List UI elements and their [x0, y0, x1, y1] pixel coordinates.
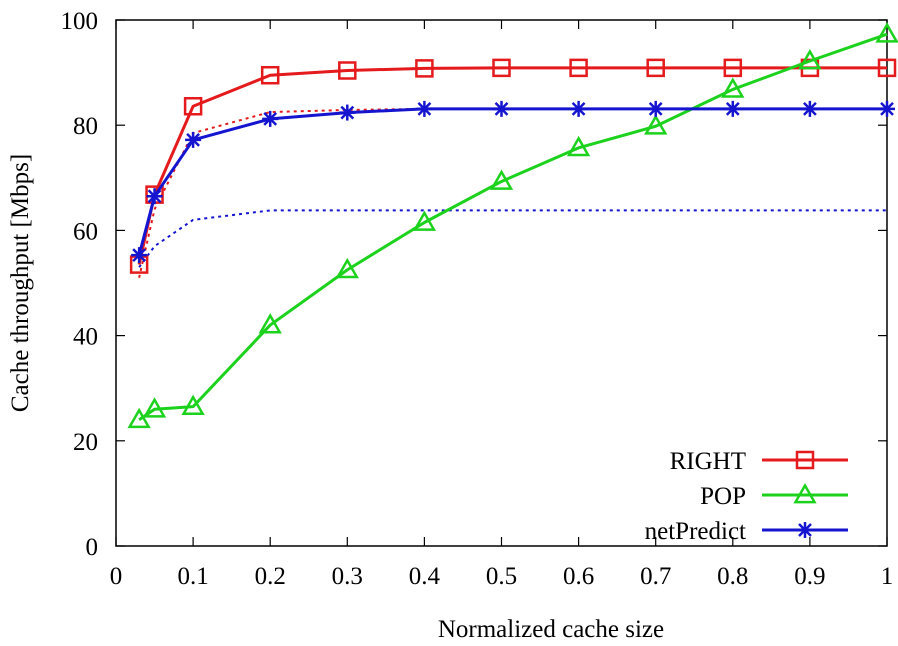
- y-tick-label: 60: [73, 218, 98, 245]
- x-tick-label: 1: [881, 563, 894, 590]
- y-tick-label: 80: [73, 113, 98, 140]
- data-point-pop: [335, 257, 359, 279]
- data-point-right: [338, 61, 357, 80]
- data-point-right: [492, 58, 511, 78]
- y-tick-label: 0: [86, 534, 99, 561]
- series-line-right: [137, 66, 887, 265]
- x-tick-label: 0.2: [255, 563, 286, 590]
- data-point-netpredict: [493, 100, 510, 117]
- data-point-pop: [798, 49, 822, 70]
- series-layer: [127, 22, 898, 429]
- data-point-right: [569, 58, 588, 78]
- plot-frame: [115, 19, 888, 547]
- x-axis-label: Normalized cache size: [438, 616, 664, 643]
- x-tick-label: 0.6: [563, 563, 594, 590]
- series-line-pop: [138, 32, 888, 421]
- y-tick-label: 100: [61, 8, 99, 35]
- reference-line: [138, 209, 887, 268]
- series-line-netpredict: [137, 107, 887, 256]
- x-tick-label: 0.9: [794, 563, 825, 590]
- data-point-netpredict: [724, 100, 741, 117]
- data-point-netpredict: [339, 104, 356, 121]
- legend-label-right: RIGHT: [670, 448, 746, 475]
- data-point-pop: [127, 407, 151, 429]
- data-point-right: [723, 58, 743, 78]
- x-tick-label: 0.5: [486, 563, 517, 590]
- x-tick-label: 0.8: [717, 563, 748, 590]
- data-point-pop: [258, 313, 282, 334]
- data-point-right: [877, 58, 897, 78]
- data-point-pop: [644, 114, 668, 135]
- data-point-pop: [875, 22, 898, 43]
- x-tick-label: 0.4: [409, 563, 441, 590]
- data-point-netpredict: [879, 100, 895, 117]
- legend-marker-right: [795, 450, 815, 470]
- x-tick-label: 0.3: [332, 563, 363, 590]
- y-tick-label: 40: [73, 324, 98, 351]
- x-tick-label: 0.1: [177, 563, 208, 590]
- data-point-right: [183, 97, 203, 116]
- data-point-netpredict: [185, 131, 202, 148]
- data-point-netpredict: [146, 188, 163, 205]
- x-tick-label: 0: [110, 563, 123, 590]
- x-tick-label: 0.7: [640, 563, 671, 590]
- data-point-netpredict: [262, 110, 279, 127]
- legend-marker-netpredict: [797, 522, 813, 538]
- data-point-netpredict: [647, 100, 664, 117]
- data-point-right: [646, 58, 665, 78]
- data-point-pop: [181, 394, 205, 415]
- legend-label-netpredict: netPredict: [645, 518, 746, 545]
- reference-line: [138, 107, 887, 278]
- reference-lines: [138, 107, 887, 278]
- y-axis-label: Cache throughput [Mbps]: [7, 154, 34, 412]
- data-point-right: [260, 65, 280, 85]
- data-point-netpredict: [131, 247, 148, 264]
- data-point-pop: [489, 169, 514, 190]
- data-point-netpredict: [570, 100, 587, 117]
- y-tick-label: 20: [73, 429, 98, 456]
- data-point-pop: [412, 210, 437, 231]
- data-point-pop: [142, 397, 167, 418]
- data-point-pop: [566, 135, 591, 157]
- data-point-netpredict: [801, 100, 818, 117]
- legend-marker-pop: [793, 482, 817, 504]
- legend-label-pop: POP: [700, 483, 746, 510]
- data-point-right: [415, 59, 434, 78]
- data-point-netpredict: [416, 100, 433, 117]
- tick-layer: 0 0.1 0.2 0.3 0.4 0.5 0.6 0.7 0.8 0.9 1 0 20 40 60 80 10…: [61, 8, 894, 590]
- data-point-pop: [721, 77, 745, 98]
- legend: RIGHT POP netPredict: [645, 448, 848, 545]
